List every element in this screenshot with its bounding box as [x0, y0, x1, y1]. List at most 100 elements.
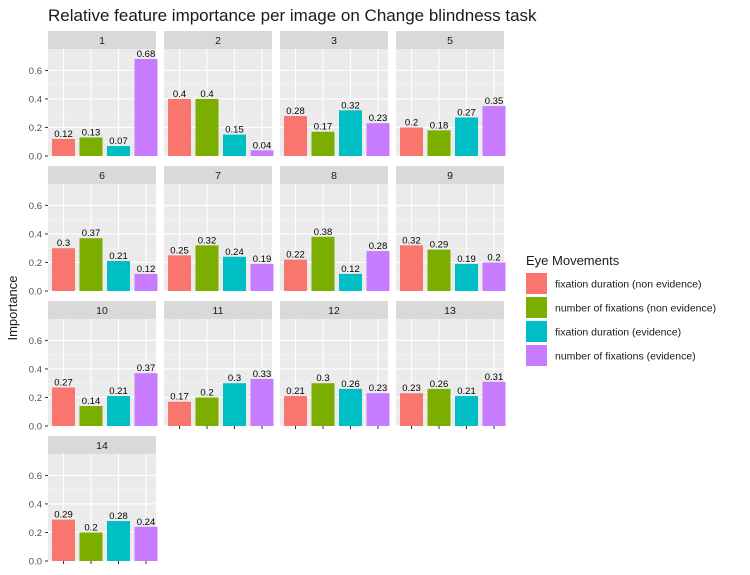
bar [311, 131, 335, 156]
legend: Eye Movements fixation duration (non evi… [526, 253, 716, 366]
bar [52, 138, 75, 156]
data-label: 0.31 [485, 372, 504, 383]
facet-panel: 6 0.3 0.37 0.21 0.12 0.0 0.2 0.4 0.6 [29, 166, 158, 298]
bar [366, 123, 390, 156]
facet-strip [48, 436, 156, 454]
bar [79, 137, 103, 156]
bar [482, 106, 506, 156]
data-label: 0.12 [54, 129, 73, 140]
legend-label: number of fixations (non evidence) [555, 303, 716, 315]
bar [455, 263, 478, 291]
legend-items: fixation duration (non evidence) number o… [526, 273, 716, 366]
data-label: 0.17 [314, 122, 333, 133]
facet-label: 12 [328, 305, 340, 317]
legend-swatch [526, 273, 547, 294]
bar [134, 273, 158, 291]
bar [427, 130, 451, 156]
bar [250, 150, 274, 156]
bar [79, 532, 103, 561]
facet-panel: 8 0.22 0.38 0.12 0.28 [280, 166, 390, 292]
bar [284, 396, 307, 426]
bar [168, 98, 191, 156]
data-label: 0.27 [54, 377, 73, 388]
data-label: 0.2 [84, 522, 97, 533]
data-label: 0.28 [109, 511, 128, 522]
facet-strip [396, 301, 504, 319]
facet-strip [164, 31, 272, 49]
legend-item: fixation duration (evidence) [526, 321, 681, 342]
bar [455, 396, 478, 426]
legend-swatch [526, 321, 547, 342]
facet-panel: 3 0.28 0.17 0.32 0.23 [280, 31, 390, 157]
y-tick-label: 0.2 [29, 123, 42, 134]
facet-strip [164, 301, 272, 319]
data-label: 0.27 [457, 107, 476, 118]
bar [400, 127, 423, 156]
data-label: 0.23 [369, 383, 388, 394]
facet-panel: 12 0.21 0.3 0.26 0.23 [280, 301, 390, 429]
data-label: 0.18 [430, 120, 449, 131]
data-label: 0.68 [137, 49, 156, 60]
y-axis-title: Importance [5, 275, 20, 340]
data-label: 0.28 [369, 241, 388, 252]
bar [107, 146, 130, 156]
data-label: 0.24 [225, 247, 244, 258]
legend-label: fixation duration (non evidence) [555, 279, 702, 291]
data-label: 0.2 [200, 387, 213, 398]
facet-label: 14 [96, 440, 108, 452]
data-label: 0.32 [402, 235, 421, 246]
data-label: 0.21 [109, 251, 128, 262]
facet-label: 8 [331, 170, 337, 182]
bar [250, 263, 274, 291]
bar [339, 110, 362, 156]
legend-label: fixation duration (evidence) [555, 327, 681, 339]
data-label: 0.3 [57, 238, 70, 249]
facet-strip [396, 166, 504, 184]
data-label: 0.37 [82, 228, 101, 239]
bar [107, 521, 130, 561]
y-tick-label: 0.0 [29, 152, 42, 163]
data-label: 0.37 [137, 363, 156, 374]
legend-label: number of fixations (evidence) [555, 351, 696, 363]
data-label: 0.15 [225, 125, 244, 136]
data-label: 0.19 [457, 254, 476, 265]
bar [284, 116, 307, 156]
data-label: 0.2 [405, 117, 418, 128]
facet-label: 9 [447, 170, 453, 182]
facet-panels: 10.12 0.130.070.680.00.20.40.620.4 0.40.15… [29, 31, 506, 568]
y-tick-label: 0.0 [29, 422, 42, 433]
facet-panel: 7 0.25 0.32 0.24 0.19 [164, 166, 274, 292]
facet-label: 3 [331, 35, 337, 47]
bar [195, 98, 219, 156]
facet-panel: 9 0.32 0.29 0.19 0.2 [396, 166, 506, 292]
data-label: 0.23 [402, 383, 421, 394]
data-label: 0.04 [253, 140, 272, 151]
data-label: 0.32 [198, 235, 217, 246]
legend-item: fixation duration (non evidence) [526, 273, 702, 294]
bar [311, 236, 335, 291]
bar [134, 58, 158, 157]
data-label: 0.4 [200, 89, 213, 100]
facet-strip [48, 31, 156, 49]
y-tick-label: 0.4 [29, 94, 42, 105]
bar [134, 373, 158, 426]
data-label: 0.29 [430, 240, 449, 251]
facet-strip [48, 166, 156, 184]
data-label: 0.21 [109, 386, 128, 397]
data-label: 0.29 [54, 510, 73, 521]
facet-strip [48, 301, 156, 319]
bar [250, 378, 274, 426]
bar [195, 245, 219, 291]
data-label: 0.24 [137, 517, 156, 528]
data-label: 0.32 [341, 100, 360, 111]
legend-item: number of fixations (evidence) [526, 345, 696, 366]
data-label: 0.13 [82, 127, 101, 138]
facet-label: 13 [444, 305, 456, 317]
data-label: 0.4 [173, 89, 186, 100]
data-label: 0.22 [286, 250, 305, 261]
bar [339, 273, 362, 291]
data-label: 0.2 [487, 252, 500, 263]
bar [366, 251, 390, 291]
facet-strip [280, 31, 388, 49]
